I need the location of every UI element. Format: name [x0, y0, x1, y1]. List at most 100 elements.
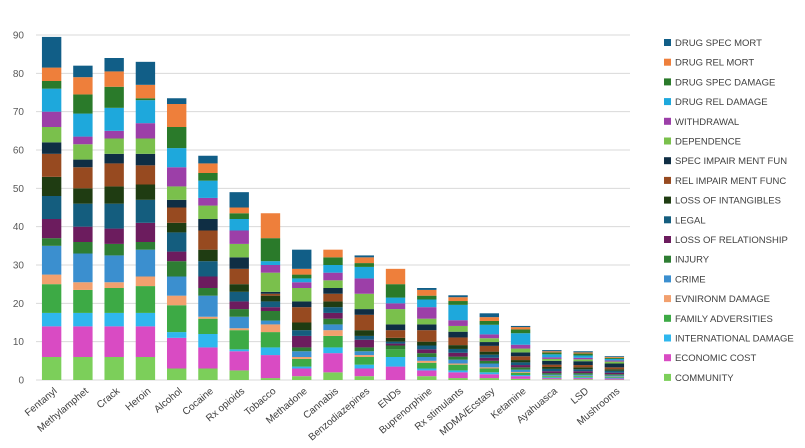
legend-swatch [664, 117, 671, 125]
bar-segment [385, 366, 406, 380]
bar-segment [323, 347, 343, 354]
bar-segment [229, 291, 249, 302]
bar-segment [292, 335, 312, 348]
bar-segment [510, 372, 531, 376]
bar-segment [354, 376, 374, 380]
bar-segment [604, 367, 625, 370]
bar-segment [292, 288, 312, 302]
bar-segment [292, 307, 312, 323]
legend-item: INTERNATIONAL DAMAGE [664, 334, 794, 345]
bar-segment [229, 284, 249, 292]
bar-segment [135, 222, 156, 242]
legend-item: REL IMPAIR MENT FUNC [664, 176, 786, 187]
bar-segment [323, 249, 343, 258]
bar-segment [573, 371, 593, 374]
bar-segment [385, 303, 406, 310]
bar-segment [604, 358, 625, 361]
bar-segment [229, 309, 249, 317]
bar-segment [229, 219, 249, 231]
bar-segment [323, 301, 343, 308]
bar-segment [104, 71, 124, 87]
bar-segment [41, 153, 62, 177]
bar-segment [135, 153, 156, 166]
y-tick-label: 40 [13, 222, 25, 233]
bar-segment [135, 326, 156, 357]
bar-segment [292, 268, 312, 275]
bar-segment [73, 312, 93, 327]
legend-item: CRIME [664, 274, 706, 285]
bar-segment [323, 272, 343, 281]
bar-segment [385, 268, 406, 285]
bar-segment [604, 376, 625, 378]
legend-swatch [664, 137, 671, 145]
bar-segment [510, 367, 531, 370]
bar-segment [542, 360, 562, 365]
bar-segment [604, 361, 625, 364]
legend-swatch [664, 98, 671, 106]
bar-segment [542, 378, 562, 380]
bar-segment [104, 203, 124, 229]
bar-segment [166, 337, 187, 369]
bar-segment [135, 165, 156, 185]
bar-segment [417, 360, 437, 363]
legend-label: CRIME [675, 274, 706, 285]
bar-segment [104, 255, 124, 283]
bar-segment [292, 322, 312, 331]
bar-stack [135, 61, 156, 380]
bar-segment [354, 357, 374, 365]
bar-segment [73, 94, 93, 114]
legend-swatch [664, 373, 671, 381]
legend-swatch [664, 236, 671, 243]
bar-segment [260, 291, 281, 294]
legend-label: REL IMPAIR MENT FUNC [675, 176, 786, 187]
legend-label: COMMUNITY [675, 373, 734, 384]
legend-label: INJURY [675, 255, 710, 266]
bar-segment [41, 245, 62, 275]
bar-segment [573, 378, 593, 380]
bar-segment [135, 357, 156, 380]
bar-segment [479, 368, 500, 373]
bar-segment [354, 368, 374, 377]
legend-label: DRUG REL DAMAGE [675, 97, 768, 108]
legend-item: LEGAL [664, 215, 706, 226]
bar-segment [135, 61, 156, 85]
bar-segment [479, 374, 500, 379]
bar-segment [73, 167, 93, 189]
bar-segment [604, 360, 625, 362]
bar-segment [166, 148, 187, 168]
bar-segment [135, 98, 156, 101]
bar-segment [354, 314, 374, 331]
bar-segment [166, 207, 187, 223]
bar-segment [135, 312, 156, 327]
bar-segment [479, 360, 500, 364]
legend-swatch [664, 216, 671, 224]
bar-segment [135, 123, 156, 139]
gridlines [36, 34, 630, 381]
bar-segment [198, 261, 218, 277]
legend-item: INJURY [664, 255, 710, 266]
bar-segment [385, 341, 406, 344]
bar-segment [166, 127, 187, 149]
bar-segment [510, 348, 531, 353]
bar-segment [604, 363, 625, 368]
bar-segment [417, 318, 437, 325]
legend-label: WITHDRAWAL [675, 117, 739, 128]
bar-segment [260, 320, 281, 325]
bar-segment [354, 347, 374, 352]
bar-segment [542, 358, 562, 361]
bar-segment [323, 288, 343, 294]
bar-segment [448, 363, 468, 365]
bar-segment [229, 330, 249, 350]
bar-segment [354, 257, 374, 264]
bar-segment [448, 359, 468, 364]
bar-segment [604, 357, 625, 359]
bar-segment [41, 176, 62, 196]
bar-segment [323, 312, 343, 319]
bar-segment [448, 297, 468, 302]
bar-segment [41, 142, 62, 154]
bar-segment [479, 313, 500, 318]
bar-segment [229, 192, 249, 208]
bar-segment [73, 226, 93, 242]
bar-segment [104, 357, 124, 380]
bar-segment [41, 357, 62, 380]
